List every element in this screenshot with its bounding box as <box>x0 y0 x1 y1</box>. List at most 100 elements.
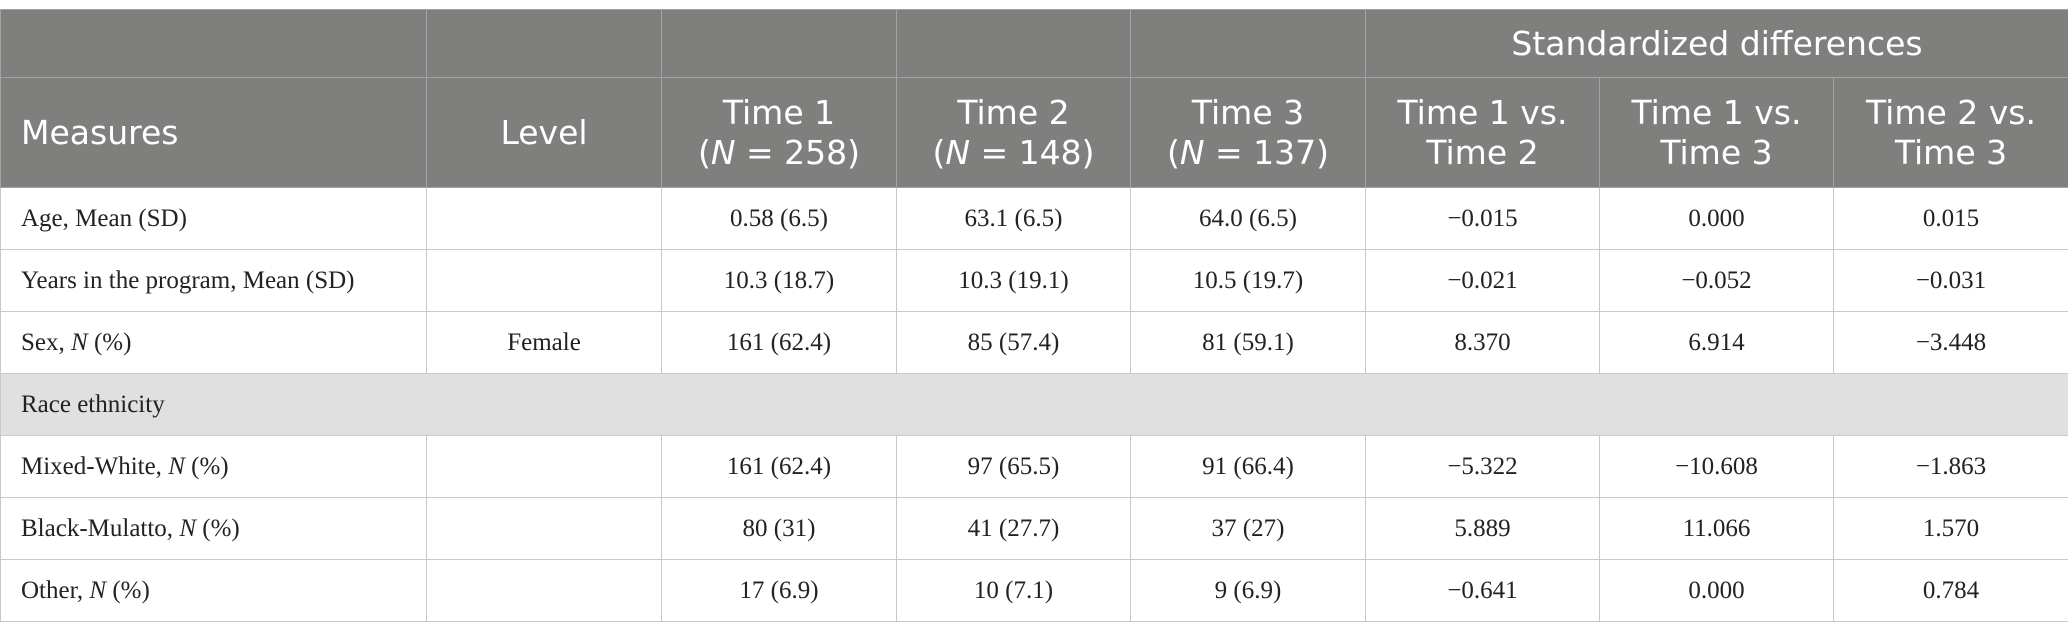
header-line: Time 1 <box>682 93 876 133</box>
value-cell: 85 (57.4) <box>896 311 1131 374</box>
value-cell: −10.608 <box>1599 435 1834 498</box>
text-segment: Time 2 vs. <box>1866 92 2036 132</box>
text-segment: Level <box>500 112 588 152</box>
text-segment: N <box>710 132 736 172</box>
header-line: (N = 148) <box>917 133 1110 173</box>
value-cell: 0.015 <box>1832 187 2068 250</box>
value-cell: 63.1 (6.5) <box>896 187 1131 250</box>
value-cell: 0.784 <box>1832 559 2068 622</box>
text-segment: Age, Mean (SD) <box>21 204 187 232</box>
section-cell: Race ethnicity <box>0 373 2068 436</box>
value-cell: 10.3 (19.1) <box>896 249 1131 312</box>
value-cell: 8.370 <box>1365 311 1600 374</box>
value-cell: 17 (6.9) <box>661 559 897 622</box>
text-segment: Time 2 <box>1426 132 1539 172</box>
text-segment: Time 1 <box>722 92 836 132</box>
level-cell <box>426 187 662 250</box>
text-segment: ( <box>1166 132 1180 172</box>
value-cell: −0.052 <box>1599 249 1834 312</box>
header-cell <box>426 9 662 78</box>
text-segment: Sex, <box>21 328 71 356</box>
header-line: Time 2 vs. <box>1854 93 2048 133</box>
measure-cell: Sex, N (%) <box>0 311 427 374</box>
value-cell: −0.031 <box>1832 249 2068 312</box>
value-cell: 10 (7.1) <box>896 559 1131 622</box>
header-line: Time 2 <box>917 93 1110 133</box>
column-header: Time 2 vs. Time 3 <box>1832 77 2068 188</box>
level-cell: Female <box>426 311 662 374</box>
text-segment: ( <box>697 132 711 172</box>
text-segment: Time 2 <box>957 92 1070 132</box>
header-cell <box>896 9 1131 78</box>
column-header: Level <box>426 77 662 188</box>
data-row: Mixed-White, N (%) 161 (62.4) 97 (65.5) 91 … <box>0 435 2068 498</box>
value-cell: 10.3 (18.7) <box>661 249 897 312</box>
value-cell: −0.015 <box>1365 187 1600 250</box>
value-cell: −5.322 <box>1365 435 1600 498</box>
value-cell: −0.021 <box>1365 249 1600 312</box>
text-segment: N <box>168 452 185 480</box>
text-segment: N <box>89 576 107 604</box>
table-wrap: Standardized differences Measures Level Tim… <box>0 9 2068 622</box>
value-cell: −1.863 <box>1832 435 2068 498</box>
table-header: Standardized differences Measures Level Tim… <box>0 9 2068 188</box>
column-header: Time 1 (N = 258) <box>661 77 897 188</box>
value-cell: 81 (59.1) <box>1130 311 1366 374</box>
value-cell: 5.889 <box>1365 497 1600 560</box>
level-cell <box>426 559 662 622</box>
header-row: Standardized differences <box>0 9 2068 78</box>
column-header: Time 3 (N = 137) <box>1130 77 1366 188</box>
text-segment: Time 1 vs. <box>1631 92 1802 132</box>
value-cell: 0.000 <box>1599 187 1834 250</box>
value-cell: −0.641 <box>1365 559 1600 622</box>
header-line: Measures <box>21 113 406 153</box>
data-row: Years in the program, Mean (SD) 10.3 (18.… <box>0 249 2068 312</box>
data-row: Sex, N (%) Female 161 (62.4) 85 (57.4) 81 (5… <box>0 311 2068 374</box>
text-segment: Years in the program, Mean (SD) <box>21 266 355 294</box>
value-cell: 97 (65.5) <box>896 435 1131 498</box>
section-row: Race ethnicity <box>0 373 2068 436</box>
text-segment: Time 3 <box>1660 132 1773 172</box>
text-segment: (%) <box>87 328 132 356</box>
text-segment: ( <box>932 132 946 172</box>
text-segment: Time 3 <box>1894 132 2008 172</box>
text-segment: Time 3 <box>1191 92 1305 132</box>
value-cell: 64.0 (6.5) <box>1130 187 1366 250</box>
text-segment: (%) <box>106 576 150 604</box>
level-cell <box>426 497 662 560</box>
header-line: Level <box>447 113 641 153</box>
text-segment: Time 1 vs. <box>1397 92 1568 132</box>
header-line: Time 3 <box>1151 93 1345 133</box>
text-segment: (%) <box>184 452 229 480</box>
text-segment: = 258) <box>735 132 861 172</box>
header-line: Time 3 <box>1854 133 2048 173</box>
value-cell: 41 (27.7) <box>896 497 1131 560</box>
data-row: Age, Mean (SD) 0.58 (6.5) 63.1 (6.5) 64.0 (… <box>0 187 2068 250</box>
value-cell: 0.000 <box>1599 559 1834 622</box>
header-line: (N = 137) <box>1151 133 1345 173</box>
data-row: Other, N (%) 17 (6.9) 10 (7.1) 9 (6.9) −0.64… <box>0 559 2068 622</box>
text-segment: N <box>1179 132 1205 172</box>
data-table: Standardized differences Measures Level Tim… <box>0 9 2068 622</box>
value-cell: 0.58 (6.5) <box>661 187 897 250</box>
value-cell: 1.570 <box>1832 497 2068 560</box>
group-header: Standardized differences <box>1364 9 2068 78</box>
measure-cell: Mixed-White, N (%) <box>0 435 427 498</box>
header-line: Time 3 <box>1620 133 1813 173</box>
measure-cell: Age, Mean (SD) <box>0 187 427 250</box>
text-segment: Black-Mulatto, <box>21 514 180 542</box>
header-cell <box>1130 9 1366 78</box>
value-cell: 91 (66.4) <box>1130 435 1366 498</box>
header-line: (N = 258) <box>682 133 876 173</box>
value-cell: 11.066 <box>1599 497 1834 560</box>
header-row: Measures Level Time 1 (N = 258) Time 2 (N = 1… <box>0 77 2068 188</box>
header-line: Time 1 vs. <box>1620 93 1813 133</box>
value-cell: 161 (62.4) <box>661 311 897 374</box>
column-header: Time 1 vs. Time 2 <box>1365 77 1600 188</box>
text-segment: N <box>179 514 196 542</box>
value-cell: −3.448 <box>1832 311 2068 374</box>
column-header: Time 2 (N = 148) <box>896 77 1131 188</box>
header-cell <box>0 9 427 78</box>
text-segment: Mixed-White, <box>21 452 169 480</box>
data-row: Black-Mulatto, N (%) 80 (31) 41 (27.7) 37 (… <box>0 497 2068 560</box>
